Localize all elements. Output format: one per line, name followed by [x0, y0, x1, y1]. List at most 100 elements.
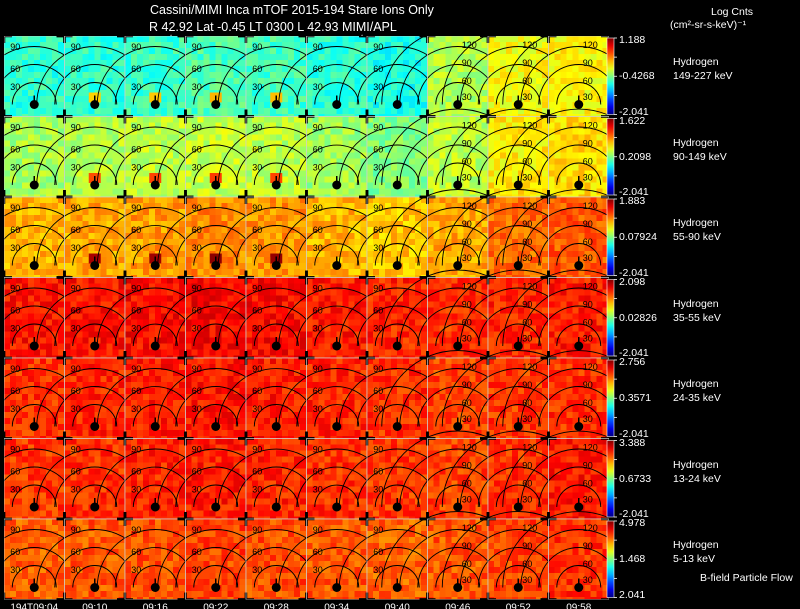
contour-label: 30 — [10, 404, 20, 414]
contour-label: 30 — [10, 82, 20, 92]
contour-label: 90 — [583, 139, 593, 149]
colorbar-mid-label: 0.3571 — [619, 392, 652, 405]
contour-label: 30 — [192, 485, 202, 495]
contour-label: 30 — [522, 495, 532, 505]
contour-label: 90 — [71, 284, 81, 294]
contour-label: 120 — [522, 443, 537, 453]
contour-label: 30 — [522, 575, 532, 585]
saturn-marker — [574, 422, 584, 431]
contour-label: 30 — [252, 404, 262, 414]
contour-label: 60 — [373, 145, 383, 155]
saturn-marker — [392, 583, 402, 592]
contour-label: 60 — [10, 306, 20, 316]
contour-label: 60 — [131, 306, 141, 316]
contour-label: 60 — [192, 467, 202, 477]
contour-label: 30 — [583, 495, 593, 505]
contour-label: 120 — [583, 362, 598, 372]
contour-label: 30 — [131, 243, 141, 253]
contour-label: 30 — [373, 485, 383, 495]
saturn-marker — [574, 180, 584, 190]
saturn-marker — [392, 261, 402, 270]
colorbar-mid-label: 0.6733 — [619, 472, 652, 485]
contour-label: 60 — [71, 64, 81, 74]
contour-label: 60 — [522, 318, 532, 328]
saturn-marker — [150, 261, 160, 270]
heatmap-panel: 120 90 60 30 — [502, 430, 609, 526]
contour-label: 90 — [252, 123, 262, 133]
saturn-marker — [574, 502, 584, 512]
saturn-marker — [453, 502, 463, 512]
contour-label: 30 — [583, 575, 593, 585]
contour-label: 30 — [131, 324, 141, 334]
contour-label: 90 — [373, 284, 383, 294]
colorbar — [606, 279, 615, 357]
contour-label: 30 — [462, 414, 472, 424]
contour-label: 60 — [10, 467, 20, 477]
colorbar-max-label: 2.756 — [619, 356, 646, 368]
heatmap-panel: 90 60 30 — [4, 36, 93, 124]
contour-label: 90 — [583, 219, 593, 229]
saturn-marker — [453, 422, 463, 431]
saturn-marker — [211, 180, 221, 190]
contour-label: 90 — [10, 123, 20, 133]
saturn-marker — [150, 583, 160, 592]
saturn-marker — [453, 100, 463, 109]
contour-label: 60 — [522, 237, 532, 247]
energy-range-label: 5-13 keV — [673, 553, 716, 566]
contour-label: 90 — [373, 42, 383, 52]
contour-label: 60 — [252, 225, 262, 235]
contour-label: 120 — [522, 121, 537, 131]
contour-label: 60 — [71, 547, 81, 557]
saturn-marker — [150, 422, 160, 431]
saturn-marker — [29, 180, 39, 190]
heatmap-panel: 90 60 30 — [96, 512, 214, 600]
contour-label: 60 — [71, 225, 81, 235]
contour-label: 120 — [462, 40, 477, 50]
colorbar-min-label: -2.041 — [619, 105, 649, 118]
contour-label: 120 — [583, 201, 598, 211]
contour-label: 30 — [10, 324, 20, 334]
saturn-marker — [513, 100, 523, 109]
contour-label: 90 — [313, 42, 323, 52]
contour-label: 90 — [71, 525, 81, 535]
contour-label: 60 — [10, 64, 20, 74]
colorbar-mid-label: 0.2098 — [619, 150, 652, 163]
contour-label: 90 — [522, 541, 532, 551]
contour-label: 60 — [71, 386, 81, 396]
contour-label: 90 — [522, 461, 532, 471]
colorbar — [606, 198, 615, 276]
contour-label: 120 — [522, 201, 537, 211]
saturn-marker — [392, 341, 402, 351]
contour-label: 90 — [522, 219, 532, 229]
saturn-marker — [271, 502, 281, 512]
saturn-marker — [574, 261, 584, 270]
contour-label: 30 — [583, 173, 593, 183]
saturn-marker — [211, 502, 221, 512]
contour-label: 30 — [192, 82, 202, 92]
contour-label: 90 — [583, 300, 593, 310]
time-tick-label: 09:28 — [264, 603, 289, 609]
contour-label: 30 — [10, 485, 20, 495]
contour-label: 90 — [583, 58, 593, 68]
colorbar — [606, 520, 615, 598]
contour-label: 90 — [373, 203, 383, 213]
contour-label: 120 — [462, 121, 477, 131]
contour-label: 90 — [252, 42, 262, 52]
contour-label: 60 — [522, 157, 532, 167]
contour-label: 30 — [522, 253, 532, 263]
contour-label: 60 — [373, 467, 383, 477]
saturn-marker — [150, 100, 160, 109]
time-tick-label: 09:52 — [506, 603, 531, 609]
contour-label: 120 — [583, 40, 598, 50]
saturn-marker — [392, 502, 402, 512]
contour-label: 30 — [462, 334, 472, 344]
contour-label: 60 — [462, 237, 472, 247]
contour-label: 60 — [522, 479, 532, 489]
saturn-marker — [332, 261, 342, 270]
contour-label: 90 — [462, 219, 472, 229]
contour-label: 30 — [522, 92, 532, 102]
contour-label: 60 — [10, 547, 20, 557]
contour-label: 90 — [522, 139, 532, 149]
saturn-marker — [513, 422, 523, 431]
